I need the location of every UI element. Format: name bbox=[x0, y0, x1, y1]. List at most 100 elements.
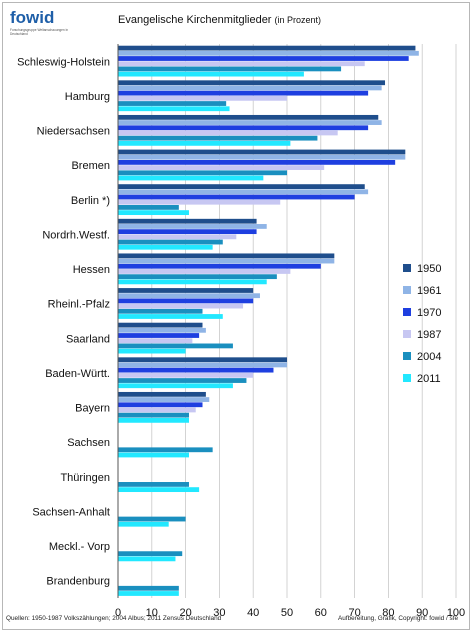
bar-2011 bbox=[118, 175, 264, 181]
bar-2004 bbox=[118, 412, 189, 418]
chart-subtitle: (in Prozent) bbox=[274, 15, 322, 25]
legend-label-1961: 1961 bbox=[417, 285, 441, 297]
bars bbox=[118, 45, 419, 596]
bar-1987 bbox=[118, 165, 325, 170]
category-label: Hamburg bbox=[65, 91, 110, 103]
bar-1970 bbox=[118, 125, 369, 131]
bar-1970 bbox=[118, 229, 257, 235]
bar-2011 bbox=[118, 140, 291, 146]
legend: 1950 1961 1970 1987 2004 2011 bbox=[403, 263, 441, 385]
bar-2011 bbox=[118, 521, 169, 527]
bar-1950 bbox=[118, 288, 254, 293]
bar-1987 bbox=[118, 61, 365, 67]
logo-tagline: Forschungsgruppe Weltanschauungen in Deu… bbox=[10, 28, 69, 36]
x-tick-label-70: 70 bbox=[348, 607, 360, 619]
bar-1950 bbox=[118, 253, 335, 259]
category-label: Berlin *) bbox=[71, 195, 110, 207]
bar-2011 bbox=[118, 348, 186, 354]
bar-1961 bbox=[118, 154, 406, 160]
bar-1950 bbox=[118, 45, 416, 51]
bar-2011 bbox=[118, 244, 213, 250]
chart-title-block: Evangelische Kirchenmitglieder (in Proze… bbox=[118, 14, 321, 26]
bar-2011 bbox=[118, 556, 176, 562]
bar-1970 bbox=[118, 298, 254, 304]
bar-1950 bbox=[118, 149, 406, 155]
bar-2011 bbox=[118, 591, 179, 596]
category-label: Brandenburg bbox=[46, 576, 110, 588]
category-label: Niedersachsen bbox=[37, 126, 110, 138]
bar-2004 bbox=[118, 516, 186, 522]
bar-1961 bbox=[118, 50, 419, 56]
bar-2011 bbox=[118, 106, 230, 112]
bar-2004 bbox=[118, 239, 223, 245]
legend-swatch-2011 bbox=[403, 374, 411, 382]
bar-1961 bbox=[118, 327, 206, 333]
logo-text: fowid bbox=[10, 8, 55, 27]
bar-1970 bbox=[118, 159, 396, 165]
bar-1987 bbox=[118, 130, 338, 136]
category-label: Rheinl.-Pfalz bbox=[48, 299, 110, 311]
bar-1961 bbox=[118, 293, 260, 299]
chart-title: Evangelische Kirchenmitglieder bbox=[118, 14, 272, 26]
x-tick-label-50: 50 bbox=[281, 607, 293, 619]
bar-1970 bbox=[118, 194, 355, 200]
bar-1970 bbox=[118, 263, 321, 269]
category-labels: Schleswig-Holstein Hamburg Niedersachsen Br… bbox=[17, 56, 110, 587]
bar-1987 bbox=[118, 372, 254, 378]
bar-2011 bbox=[118, 314, 223, 319]
bar-1970 bbox=[118, 402, 203, 408]
legend-swatch-1950 bbox=[403, 264, 411, 272]
bar-2004 bbox=[118, 308, 203, 314]
category-label: Sachsen-Anhalt bbox=[32, 506, 110, 518]
x-tick-label-0: 0 bbox=[115, 607, 121, 619]
category-label: Nordrh.Westf. bbox=[42, 229, 110, 241]
fowid-logo: fowid Forschungsgruppe Weltanschauungen … bbox=[10, 8, 70, 42]
bar-1987 bbox=[118, 303, 244, 309]
bar-2004 bbox=[118, 343, 233, 349]
x-tick-label-90: 90 bbox=[416, 607, 428, 619]
legend-swatch-1961 bbox=[403, 286, 411, 294]
bar-1950 bbox=[118, 184, 365, 190]
bar-2004 bbox=[118, 170, 287, 176]
bar-1950 bbox=[118, 357, 287, 363]
footer-credit: Aufbereitung, Grafik, Copyright: fowid /… bbox=[338, 615, 459, 622]
x-tick-label-80: 80 bbox=[382, 607, 394, 619]
bar-2011 bbox=[118, 210, 189, 216]
x-tick-label-10: 10 bbox=[146, 607, 158, 619]
legend-label-2011: 2011 bbox=[417, 373, 441, 385]
x-tick-label-40: 40 bbox=[247, 607, 259, 619]
bar-1970 bbox=[118, 333, 200, 338]
bar-2011 bbox=[118, 383, 233, 389]
legend-swatch-2004 bbox=[403, 352, 411, 360]
bar-1961 bbox=[118, 120, 382, 125]
bar-1961 bbox=[118, 397, 210, 402]
bar-1987 bbox=[118, 269, 291, 274]
category-label: Schleswig-Holstein bbox=[17, 56, 110, 68]
bar-2004 bbox=[118, 585, 179, 591]
bar-2004 bbox=[118, 378, 247, 383]
category-label: Bremen bbox=[71, 160, 110, 172]
bar-1961 bbox=[118, 189, 369, 195]
footer-sources: Quellen: 1950-1987 Volkszählungen; 2004 … bbox=[6, 615, 222, 622]
x-tick-label-100: 100 bbox=[447, 607, 465, 619]
bar-2004 bbox=[118, 447, 213, 453]
legend-label-1950: 1950 bbox=[417, 263, 441, 275]
bar-1950 bbox=[118, 391, 206, 397]
category-label: Meckl.- Vorp bbox=[49, 541, 110, 553]
x-tick-label-20: 20 bbox=[179, 607, 191, 619]
bar-2004 bbox=[118, 274, 277, 280]
bar-1961 bbox=[118, 258, 335, 264]
bar-1950 bbox=[118, 218, 257, 224]
category-label: Thüringen bbox=[60, 472, 110, 484]
bar-1961 bbox=[118, 85, 382, 91]
bar-1970 bbox=[118, 56, 409, 61]
category-label: Saarland bbox=[66, 333, 110, 345]
category-label: Hessen bbox=[73, 264, 110, 276]
axis: 0 10 20 30 40 50 60 70 80 90 100 bbox=[115, 44, 465, 619]
bar-2011 bbox=[118, 71, 304, 77]
category-label: Bayern bbox=[75, 403, 110, 415]
bar-1950 bbox=[118, 80, 386, 86]
chart-frame bbox=[2, 2, 470, 630]
bar-1950 bbox=[118, 114, 379, 120]
